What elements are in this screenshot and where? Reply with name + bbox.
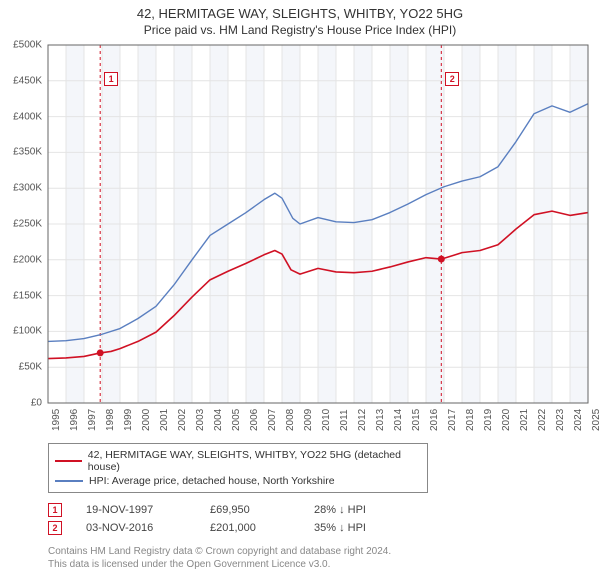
legend-swatch (55, 460, 82, 462)
y-tick-label: £450K (13, 75, 42, 86)
y-tick-label: £0 (31, 398, 42, 409)
x-tick-label: 2009 (303, 409, 314, 431)
legend-label: 42, HERMITAGE WAY, SLEIGHTS, WHITBY, YO2… (88, 449, 421, 473)
x-tick-label: 2020 (501, 409, 512, 431)
x-tick-label: 2007 (267, 409, 278, 431)
y-tick-label: £200K (13, 254, 42, 265)
y-tick-label: £300K (13, 183, 42, 194)
x-tick-label: 1995 (51, 409, 62, 431)
license-text: Contains HM Land Registry data © Crown c… (48, 545, 584, 571)
y-tick-label: £350K (13, 147, 42, 158)
x-axis-labels: 1995 1996 1997 1998 1999 2000 2001 2002 2003 2004… (48, 405, 588, 435)
x-tick-label: 2022 (537, 409, 548, 431)
sale-diff: 28% ↓ HPI (314, 504, 434, 516)
x-tick-label: 1999 (123, 409, 134, 431)
sale-marker-icon: 1 (48, 503, 62, 517)
x-tick-label: 2016 (429, 409, 440, 431)
x-tick-label: 2001 (159, 409, 170, 431)
x-tick-label: 2002 (177, 409, 188, 431)
y-tick-label: £150K (13, 290, 42, 301)
sale-price: £69,950 (210, 504, 290, 516)
sales-table: 1 19-NOV-1997 £69,950 28% ↓ HPI 2 03-NOV-2016… (48, 501, 584, 537)
x-tick-label: 2011 (339, 409, 350, 431)
x-tick-label: 2021 (519, 409, 530, 431)
x-tick-label: 2025 (591, 409, 600, 431)
x-tick-label: 2010 (321, 409, 332, 431)
x-tick-label: 1997 (87, 409, 98, 431)
sale-marker-flag: 1 (104, 72, 118, 86)
x-tick-label: 2014 (393, 409, 404, 431)
y-axis-labels: £0£50K£100K£150K£200K£250K£300K£350K£400… (0, 45, 46, 403)
title-main: 42, HERMITAGE WAY, SLEIGHTS, WHITBY, YO2… (4, 6, 596, 21)
x-tick-label: 2008 (285, 409, 296, 431)
plot-svg (48, 45, 588, 403)
x-tick-label: 2006 (249, 409, 260, 431)
x-tick-label: 1996 (69, 409, 80, 431)
title-block: 42, HERMITAGE WAY, SLEIGHTS, WHITBY, YO2… (0, 0, 600, 39)
license-line: Contains HM Land Registry data © Crown c… (48, 545, 584, 558)
sale-row: 2 03-NOV-2016 £201,000 35% ↓ HPI (48, 519, 584, 537)
plot-area: 12 (48, 45, 588, 403)
x-tick-label: 2000 (141, 409, 152, 431)
y-tick-label: £250K (13, 219, 42, 230)
x-tick-label: 1998 (105, 409, 116, 431)
sale-date: 03-NOV-2016 (86, 522, 186, 534)
x-tick-label: 2023 (555, 409, 566, 431)
y-tick-label: £500K (13, 40, 42, 51)
y-tick-label: £400K (13, 111, 42, 122)
x-tick-label: 2004 (213, 409, 224, 431)
sale-price: £201,000 (210, 522, 290, 534)
x-tick-label: 2013 (375, 409, 386, 431)
x-tick-label: 2012 (357, 409, 368, 431)
sale-diff: 35% ↓ HPI (314, 522, 434, 534)
legend-swatch (55, 480, 83, 482)
x-tick-label: 2015 (411, 409, 422, 431)
title-sub: Price paid vs. HM Land Registry's House … (4, 23, 596, 37)
x-tick-label: 2024 (573, 409, 584, 431)
sale-row: 1 19-NOV-1997 £69,950 28% ↓ HPI (48, 501, 584, 519)
y-tick-label: £100K (13, 326, 42, 337)
sale-marker-icon: 2 (48, 521, 62, 535)
x-tick-label: 2005 (231, 409, 242, 431)
chart: £0 £50K £100K £150K £200K £250K £300K £350K £400… (0, 39, 600, 439)
x-tick-label: 2017 (447, 409, 458, 431)
legend: 42, HERMITAGE WAY, SLEIGHTS, WHITBY, YO2… (48, 443, 428, 493)
legend-label: HPI: Average price, detached house, Nort… (89, 475, 335, 487)
x-tick-label: 2018 (465, 409, 476, 431)
x-tick-label: 2019 (483, 409, 494, 431)
y-tick-label: £50K (19, 362, 42, 373)
legend-item: HPI: Average price, detached house, Nort… (55, 474, 421, 488)
legend-item: 42, HERMITAGE WAY, SLEIGHTS, WHITBY, YO2… (55, 448, 421, 474)
sale-date: 19-NOV-1997 (86, 504, 186, 516)
sale-marker-flag: 2 (445, 72, 459, 86)
x-tick-label: 2003 (195, 409, 206, 431)
